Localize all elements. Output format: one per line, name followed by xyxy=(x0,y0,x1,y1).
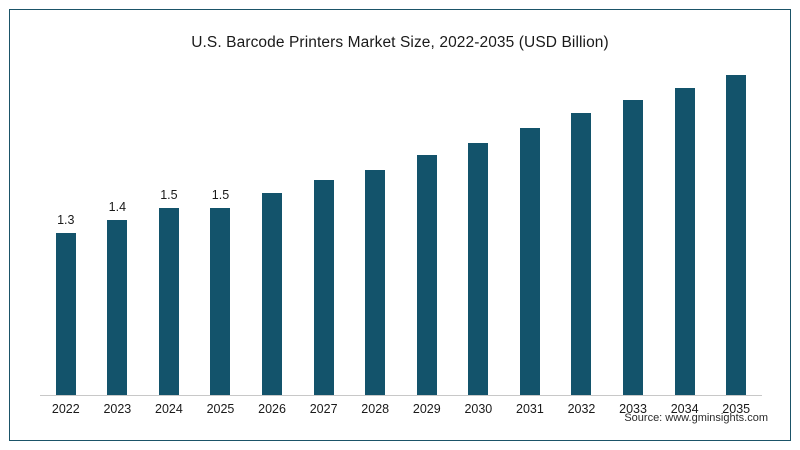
x-tick-2030: 2030 xyxy=(464,402,493,416)
bar-slot: 1.3 xyxy=(40,70,92,395)
x-tick-2027: 2027 xyxy=(309,402,338,416)
bar-slot xyxy=(504,70,556,395)
bar-slot xyxy=(349,70,401,395)
x-tick-2033: 2033 xyxy=(619,402,647,416)
x-tick-2026: 2026 xyxy=(258,402,286,416)
bar-slot xyxy=(607,70,659,395)
x-tick-2028: 2028 xyxy=(361,402,390,416)
bar-slot: 1.5 xyxy=(195,70,247,395)
x-tick-2023: 2023 xyxy=(103,402,132,416)
bar-slot xyxy=(246,70,298,395)
bar-slot: 1.4 xyxy=(92,70,144,395)
bar-2035 xyxy=(726,75,747,395)
source-credit: Source: www.gminsights.com xyxy=(624,412,768,424)
x-axis-line xyxy=(40,395,762,396)
bar-slot: 1.5 xyxy=(143,70,195,395)
bar-value-label: 1.5 xyxy=(211,187,230,202)
bar-2024 xyxy=(158,207,179,395)
bar-slot xyxy=(710,70,762,395)
x-tick-2024: 2024 xyxy=(155,402,183,416)
x-tick-2029: 2029 xyxy=(412,402,441,416)
chart-title: U.S. Barcode Printers Market Size, 2022-… xyxy=(191,34,609,51)
bar-2026 xyxy=(262,192,283,395)
bar-2032 xyxy=(571,112,592,395)
x-tick-2022: 2022 xyxy=(51,402,80,416)
bar-2022 xyxy=(55,232,76,395)
chart-frame: U.S. Barcode Printers Market Size, 2022-… xyxy=(9,9,791,441)
bar-2028 xyxy=(365,170,386,395)
bar-2031 xyxy=(519,127,540,395)
x-tick-2031: 2031 xyxy=(516,402,544,416)
bar-2033 xyxy=(623,100,644,395)
bar-2029 xyxy=(416,155,437,395)
bar-2034 xyxy=(674,87,695,395)
bar-value-label: 1.5 xyxy=(160,187,178,202)
x-tick-2035: 2035 xyxy=(722,402,751,416)
bar-slot xyxy=(556,70,608,395)
bar-2027 xyxy=(313,180,334,395)
bar-slot xyxy=(453,70,505,395)
bar-slot xyxy=(298,70,350,395)
bar-value-label: 1.3 xyxy=(57,212,75,227)
bar-value-label: 1.4 xyxy=(108,200,127,214)
bar-slot xyxy=(659,70,711,395)
bar-2030 xyxy=(468,142,489,395)
x-tick-2032: 2032 xyxy=(567,402,596,416)
plot-area: 1.3 1.4 1.5 1.5 xyxy=(40,70,762,395)
x-tick-2034: 2034 xyxy=(670,402,699,416)
x-tick-2025: 2025 xyxy=(206,402,235,416)
bar-2023 xyxy=(107,220,128,395)
bar-2025 xyxy=(210,207,231,395)
bar-slot xyxy=(401,70,453,395)
